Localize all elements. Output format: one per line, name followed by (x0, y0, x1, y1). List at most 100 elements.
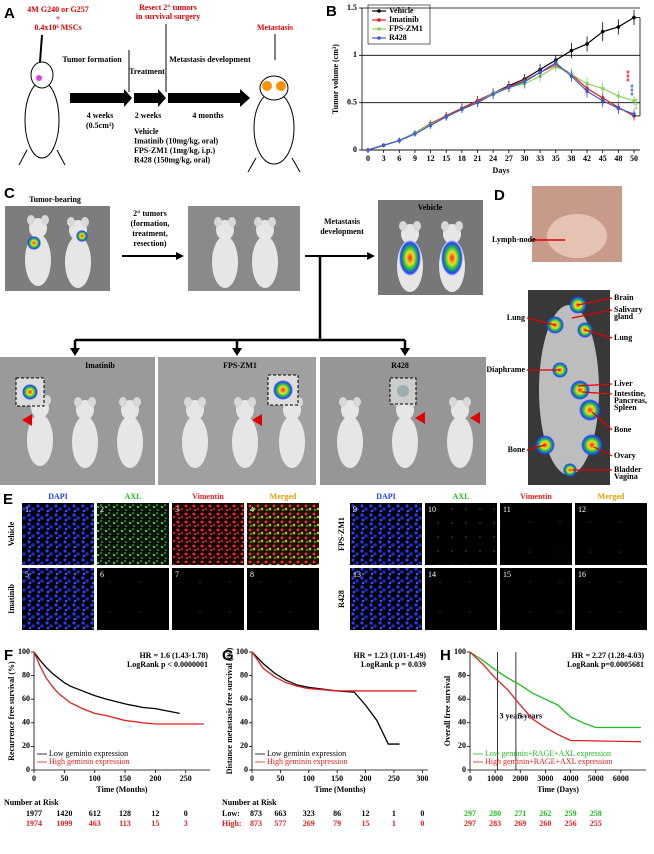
legend-label: Vehicle (389, 6, 414, 15)
pointer-line (577, 297, 613, 306)
micrograph (22, 503, 94, 565)
micrograph (575, 503, 647, 565)
stat-label: HR = 1.6 (1.43-1.78) (139, 651, 208, 660)
survival-curve (33, 651, 180, 714)
organ-label: Liver (614, 379, 633, 388)
signal (441, 240, 463, 276)
y-tick-label: 0.5 (347, 97, 357, 106)
x-axis-label: Time (Days) (537, 785, 579, 794)
pointer-line (593, 446, 613, 457)
data-point (616, 94, 621, 98)
signal (22, 384, 38, 400)
x-tick-label: 3000 (537, 774, 553, 783)
tile-number: 7 (175, 570, 179, 579)
x-tick-label: 150 (331, 774, 343, 783)
y-tick-label: 80 (22, 670, 30, 679)
data-point (616, 106, 621, 111)
data-point (585, 42, 589, 46)
x-tick-label: 200 (149, 774, 161, 783)
risk-value: 3 (184, 819, 188, 828)
data-point (444, 115, 449, 119)
data-point (366, 148, 370, 152)
x-tick-label: 2000 (512, 774, 528, 783)
risk-value: 15 (151, 819, 159, 828)
pointer-line (526, 317, 556, 326)
risk-value: 280 (489, 809, 501, 818)
x-tick-label: 50 (60, 774, 68, 783)
tile-number: 10 (428, 505, 436, 514)
photo (188, 206, 300, 291)
tree-heads (70, 348, 410, 356)
legend-label: FPS-ZM1 (389, 24, 423, 33)
marker-label: 3 years (500, 712, 524, 721)
signal (76, 230, 88, 242)
panel-label: E (3, 491, 13, 508)
column-header: Vimentin (520, 492, 552, 501)
x-tick-label: 1000 (487, 774, 503, 783)
x-tick-label: 0 (250, 774, 254, 783)
group-label: Imatinib (85, 361, 115, 370)
risk-value: 873 (250, 809, 262, 818)
duration-label: 4 weeks (87, 111, 113, 120)
y-tick-label: 40 (22, 718, 30, 727)
organ-label: Bone (508, 445, 526, 454)
treatment-label: Vehicle (134, 127, 159, 136)
pointer (470, 412, 480, 424)
risk-value: 259 (565, 809, 577, 818)
pointer-line (581, 391, 613, 395)
micrograph (500, 503, 572, 565)
plus-label: + (56, 14, 61, 23)
risk-value: 79 (333, 819, 341, 828)
column-header: AXL (453, 492, 470, 501)
x-tick-label: 12 (427, 154, 435, 163)
pointer-line (584, 329, 613, 339)
risk-title: Number at Risk (222, 798, 277, 807)
micrograph (425, 503, 497, 565)
arrow-head (176, 252, 184, 260)
survival-curve (469, 651, 641, 729)
data-point (538, 70, 542, 75)
x-tick-label: 150 (119, 774, 131, 783)
legend-label: High geminin+RAGE+AXL expression (485, 757, 612, 766)
tile-number: 15 (503, 570, 511, 579)
panel-d-images (528, 186, 622, 485)
y-axis-label: Recurrence free survival (%) (7, 661, 16, 761)
y-tick-label: 40 (240, 718, 248, 727)
risk-value: 297 (464, 809, 476, 818)
risk-value: 297 (464, 819, 476, 828)
data-point (600, 86, 605, 91)
x-tick-label: 48 (614, 154, 622, 163)
row-label: FPS-ZM1 (337, 517, 346, 551)
data-point (553, 61, 558, 65)
risk-value: 86 (333, 809, 341, 818)
legend-label: Low geminin expression (267, 749, 346, 758)
step-label: Metastasis (324, 217, 360, 226)
resect-label: in survival surgery (136, 12, 200, 21)
treatment-label: R428 (150mg/kg, oral) (134, 155, 211, 164)
x-tick-label: 250 (388, 774, 400, 783)
risk-value: 12 (362, 809, 370, 818)
tile-number: 13 (353, 570, 361, 579)
risk-value: 1977 (26, 809, 42, 818)
risk-value: 269 (514, 819, 526, 828)
micrograph (172, 568, 244, 630)
data-point (397, 138, 402, 143)
organ-label: Brain (614, 293, 634, 302)
legend-marker (377, 9, 381, 13)
risk-value: 255 (590, 819, 602, 828)
x-tick-label: 38 (567, 154, 575, 163)
survival-curve (469, 651, 641, 743)
series-line (367, 62, 635, 151)
micrograph (425, 568, 497, 630)
risk-value: 113 (119, 819, 131, 828)
organ-label: Pancreas, (614, 396, 647, 405)
y-tick-label: 0 (244, 765, 248, 774)
row-label: Imatinib (7, 584, 16, 614)
photo (5, 206, 110, 291)
msc-label: 0.4x10⁶ MSCs (34, 23, 81, 32)
row-label: R428 (337, 590, 346, 608)
legend-label: Low geminin+RAGE+AXL expression (485, 749, 611, 758)
phase-label: Metastasis development (169, 55, 251, 64)
panel-label: F (4, 647, 13, 664)
stat-label: LogRank p < 0.0000001 (127, 660, 208, 669)
